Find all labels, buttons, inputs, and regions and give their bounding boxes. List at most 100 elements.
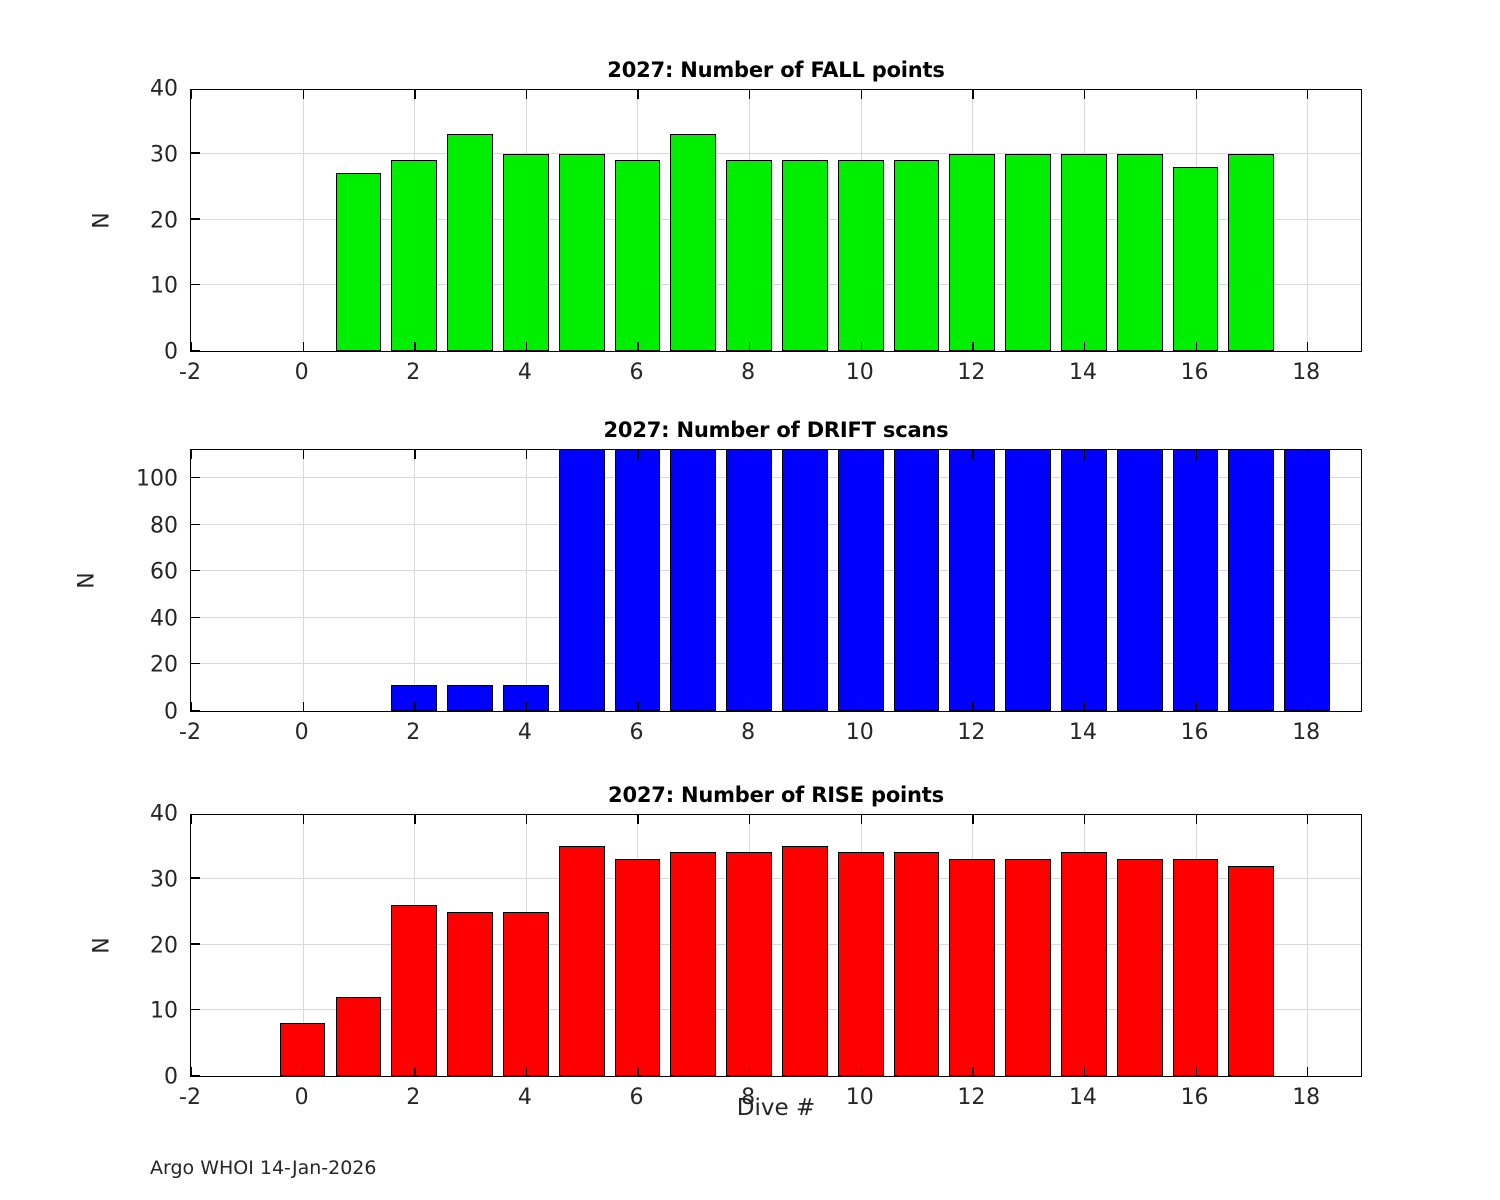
x-tick-mark-top xyxy=(525,815,528,824)
panel-fall-plot-area xyxy=(190,89,1362,352)
x-tick-label: 18 xyxy=(1292,720,1321,745)
x-tick-mark-top xyxy=(302,815,304,824)
bar xyxy=(726,160,772,351)
x-tick-label: 4 xyxy=(517,1085,532,1110)
x-tick-label: 4 xyxy=(517,360,532,385)
bar xyxy=(893,160,940,351)
x-tick-label: 10 xyxy=(845,720,874,745)
x-tick-mark-top xyxy=(1195,450,1197,459)
x-tick-mark xyxy=(972,342,974,351)
y-tick-mark xyxy=(191,570,200,572)
x-tick-mark-top xyxy=(972,90,974,99)
y-tick-label: 20 xyxy=(150,652,178,678)
x-tick-label: 16 xyxy=(1180,1085,1209,1110)
x-tick-label: 12 xyxy=(957,1085,986,1110)
bar xyxy=(502,911,549,1076)
x-tick-mark xyxy=(414,342,416,351)
gridline-horizontal xyxy=(191,218,1361,220)
bar xyxy=(1061,852,1107,1076)
bar xyxy=(614,450,661,711)
x-tick-mark xyxy=(191,702,193,711)
x-tick-mark xyxy=(749,1067,751,1076)
y-tick-mark xyxy=(191,523,200,525)
y-tick-label: 30 xyxy=(150,867,178,893)
x-tick-label: 6 xyxy=(629,360,644,385)
bar xyxy=(335,173,382,351)
bar xyxy=(447,685,493,711)
x-tick-mark xyxy=(525,702,528,711)
x-tick-mark-top xyxy=(191,450,193,459)
bar xyxy=(502,153,549,351)
x-tick-mark xyxy=(1195,1067,1197,1076)
x-tick-mark xyxy=(1195,342,1197,351)
x-tick-mark-top xyxy=(1307,450,1309,459)
x-tick-mark xyxy=(972,1067,974,1076)
bar xyxy=(1061,153,1107,351)
x-tick-mark xyxy=(1307,342,1309,351)
y-tick-mark xyxy=(191,1008,200,1011)
bar xyxy=(391,905,438,1076)
y-tick-mark xyxy=(191,476,200,479)
bar xyxy=(1228,865,1275,1076)
x-tick-mark-top xyxy=(191,815,193,824)
bar xyxy=(391,685,438,711)
gridline-vertical xyxy=(302,450,304,711)
y-tick-label: 10 xyxy=(150,273,178,299)
x-tick-label: 10 xyxy=(845,360,874,385)
x-tick-mark-top xyxy=(191,90,193,99)
bar xyxy=(1005,450,1051,711)
y-tick-mark xyxy=(191,283,200,286)
bar xyxy=(391,160,438,351)
x-tick-label: 14 xyxy=(1068,360,1097,385)
x-tick-label: 10 xyxy=(845,1085,874,1110)
x-tick-mark xyxy=(637,702,639,711)
x-tick-label: 2 xyxy=(406,720,421,745)
bar xyxy=(558,153,605,351)
x-tick-label: 2 xyxy=(406,360,421,385)
y-tick-label: 60 xyxy=(150,559,178,585)
bar xyxy=(1005,859,1051,1076)
bar xyxy=(1172,166,1219,351)
bar xyxy=(558,845,605,1076)
x-tick-mark xyxy=(302,702,304,711)
y-tick-mark xyxy=(191,616,200,618)
x-tick-label: 8 xyxy=(741,720,756,745)
bar xyxy=(837,160,884,351)
x-tick-label: 0 xyxy=(294,720,309,745)
x-tick-mark xyxy=(525,1067,528,1076)
x-tick-mark-top xyxy=(1195,815,1197,824)
bar xyxy=(447,911,493,1076)
bar xyxy=(893,852,940,1076)
x-tick-mark xyxy=(525,342,528,351)
bar xyxy=(782,845,828,1076)
y-tick-mark xyxy=(191,349,200,351)
y-tick-label: 40 xyxy=(150,801,178,827)
x-tick-mark xyxy=(191,1067,193,1076)
x-tick-mark-top xyxy=(860,815,862,824)
bar xyxy=(1228,153,1275,351)
x-tick-label: 14 xyxy=(1068,1085,1097,1110)
gridline-horizontal xyxy=(191,284,1361,286)
x-tick-mark xyxy=(860,1067,862,1076)
x-tick-mark xyxy=(860,702,862,711)
footer-credit: Argo WHOI 14-Jan-2026 xyxy=(150,1157,377,1179)
panel-rise: 2027: Number of RISE points N Dive # 0 10… xyxy=(90,783,1362,1121)
bar xyxy=(1228,450,1275,711)
bar xyxy=(782,450,828,711)
x-tick-mark-top xyxy=(1195,90,1197,99)
x-tick-mark xyxy=(414,1067,416,1076)
x-tick-label: 12 xyxy=(957,720,986,745)
x-tick-label: 18 xyxy=(1292,1085,1321,1110)
x-tick-mark-top xyxy=(1307,90,1309,99)
x-tick-label: 18 xyxy=(1292,360,1321,385)
x-tick-label: 2 xyxy=(406,1085,421,1110)
gridline-horizontal xyxy=(191,616,1361,618)
y-tick-label: 100 xyxy=(136,466,178,492)
bar xyxy=(949,450,996,711)
x-tick-mark-top xyxy=(1083,450,1086,459)
y-tick-mark xyxy=(191,709,200,711)
panel-fall-title: 2027: Number of FALL points xyxy=(607,58,945,82)
x-tick-mark xyxy=(860,342,862,351)
bar xyxy=(614,160,661,351)
